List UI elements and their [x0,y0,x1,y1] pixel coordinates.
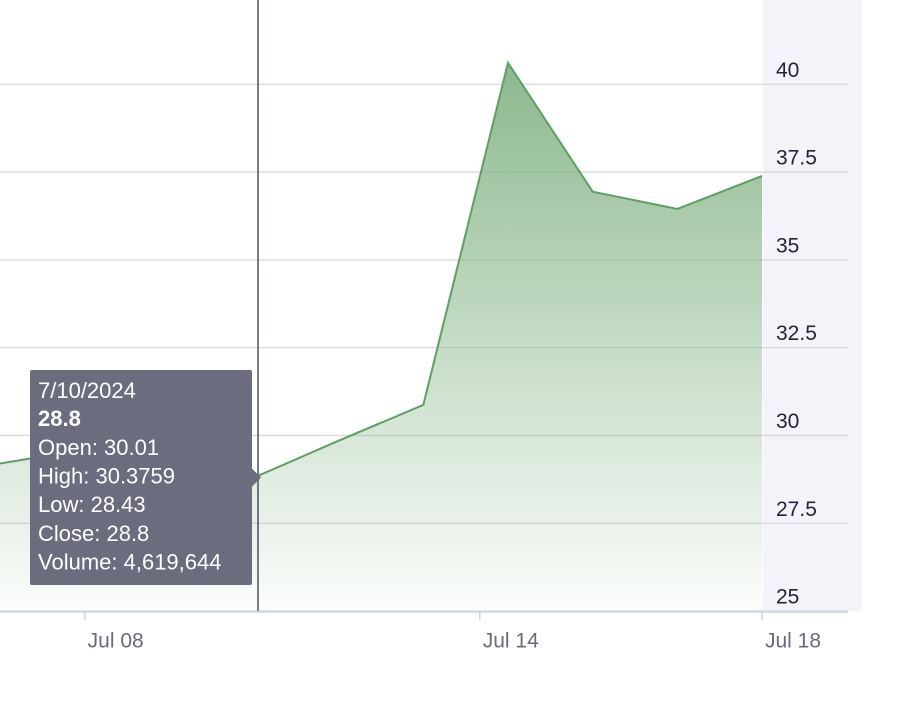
y-tick-label: 32.5 [776,322,817,345]
y-tick-label: 27.5 [776,498,817,521]
x-tick-label: Jul 08 [88,630,144,653]
axis-gutter [763,0,862,611]
y-tick-label: 37.5 [776,147,817,170]
tooltip-line: Low: 28.43 [38,492,146,517]
y-tick-label: 40 [776,59,799,82]
tooltip-value: 28.8 [38,406,81,431]
tooltip-date: 7/10/2024 [38,378,136,403]
y-tick-label: 25 [776,586,799,609]
tooltip-line: Open: 30.01 [38,435,159,460]
tooltip-line: Close: 28.8 [38,521,149,546]
y-tick-label: 30 [776,410,799,433]
x-tick-label: Jul 14 [483,630,539,653]
tooltip-arrow [252,468,261,487]
tooltip-box [30,370,252,585]
y-tick-label: 35 [776,234,799,257]
tooltip-line: Volume: 4,619,644 [38,550,221,575]
tooltip-line: High: 30.3759 [38,464,175,489]
x-tick-label: Jul 18 [765,630,821,653]
